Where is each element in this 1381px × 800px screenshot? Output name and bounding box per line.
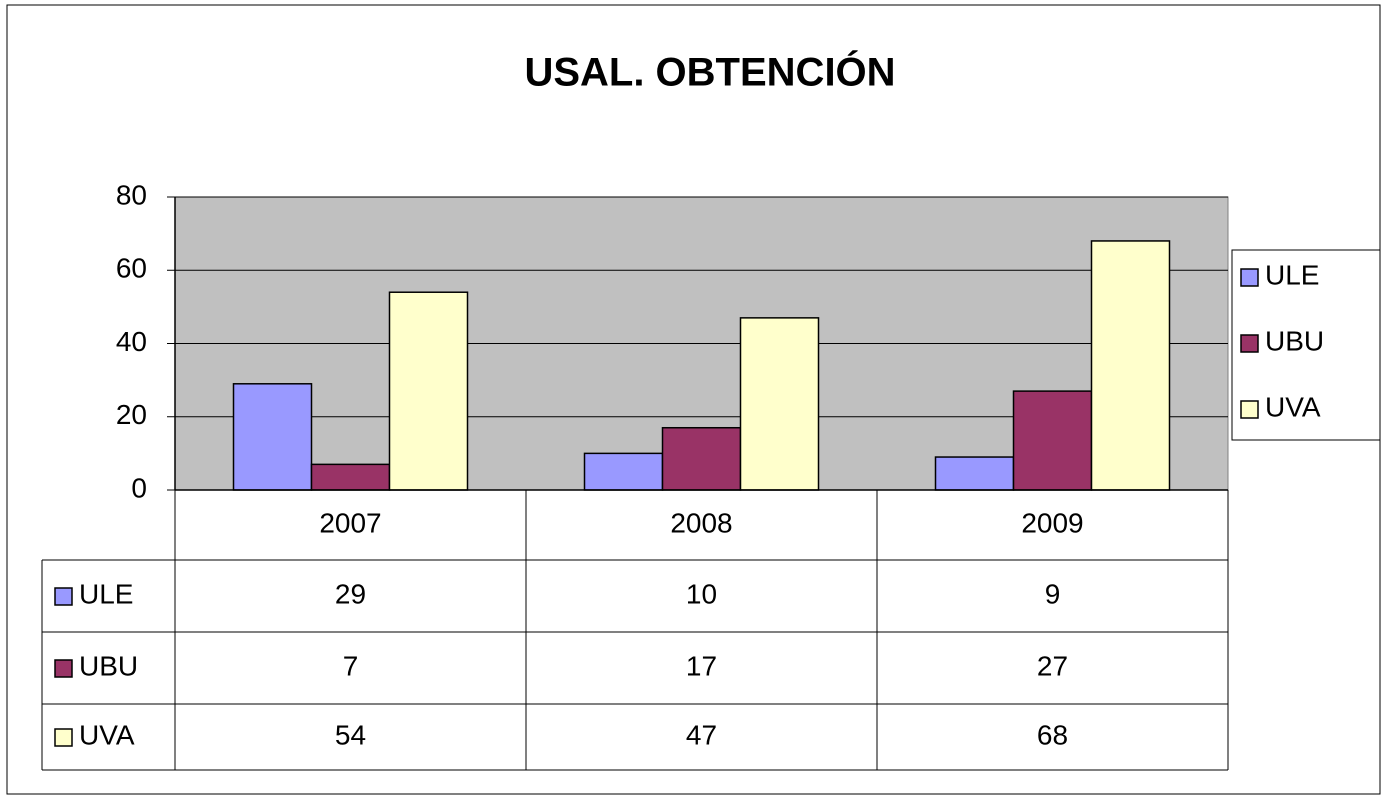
table-key <box>54 659 73 678</box>
bar <box>232 383 313 491</box>
table-value: 47 <box>686 719 717 750</box>
table-value: 17 <box>686 650 717 681</box>
bar <box>739 317 820 491</box>
legend-label: UBU <box>1265 325 1324 356</box>
x-tick-label: 2009 <box>1021 507 1083 538</box>
bar <box>1090 240 1171 491</box>
y-tick-label: 20 <box>116 399 147 430</box>
table-value: 9 <box>1045 578 1061 609</box>
x-tick-label: 2008 <box>670 507 732 538</box>
table-value: 54 <box>335 719 366 750</box>
legend-label: ULE <box>1265 259 1319 290</box>
table-value: 27 <box>1037 650 1068 681</box>
bar <box>661 426 742 491</box>
table-value: 7 <box>343 650 359 681</box>
legend-label: UVA <box>1265 391 1321 422</box>
legend-key <box>1240 334 1259 353</box>
y-tick-label: 0 <box>131 472 147 503</box>
table-value: 10 <box>686 578 717 609</box>
table-row-label: UBU <box>79 650 138 681</box>
table-row-label: ULE <box>79 578 133 609</box>
y-tick-label: 60 <box>116 253 147 284</box>
table-value: 68 <box>1037 719 1068 750</box>
table-key <box>54 587 73 606</box>
y-tick-label: 40 <box>116 326 147 357</box>
bar <box>934 456 1015 491</box>
bar <box>310 463 391 491</box>
table-key <box>54 728 73 747</box>
table-row-label: UVA <box>79 719 135 750</box>
y-tick-label: 80 <box>116 179 147 210</box>
table-value: 29 <box>335 578 366 609</box>
chart-title: USAL. OBTENCIÓN <box>524 49 895 95</box>
bar <box>1012 390 1093 491</box>
x-tick-label: 2007 <box>319 507 381 538</box>
bar <box>583 452 664 491</box>
legend-key <box>1240 268 1259 287</box>
bar <box>388 291 469 491</box>
legend-key <box>1240 400 1259 419</box>
